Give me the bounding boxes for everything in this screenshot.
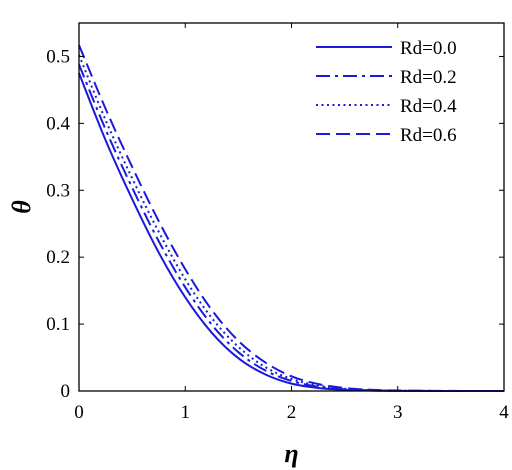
y-tick-label: 0.3 — [46, 180, 70, 201]
legend-label-4: Rd=0.6 — [400, 125, 457, 146]
legend-label-1: Rd=0.0 — [400, 38, 457, 59]
x-tick-label: 0 — [74, 402, 84, 423]
series-line-4 — [78, 44, 505, 392]
x-tick-label: 4 — [499, 402, 509, 423]
x-axis-ticks: 0 1 2 3 4 — [74, 23, 509, 423]
x-tick-label: 3 — [393, 402, 403, 423]
y-tick-label: 0.4 — [46, 113, 70, 134]
y-axis-title: θ — [7, 200, 36, 214]
legend-label-2: Rd=0.2 — [400, 67, 457, 88]
y-axis-ticks: 0 0.1 0.2 0.3 0.4 0.5 — [46, 46, 504, 402]
x-tick-label: 2 — [287, 402, 297, 423]
y-tick-label: 0.5 — [46, 46, 70, 67]
y-tick-label: 0 — [61, 381, 71, 402]
x-tick-label: 1 — [181, 402, 191, 423]
legend: Rd=0.0 Rd=0.2 Rd=0.4 Rd=0.6 — [316, 38, 457, 146]
y-tick-label: 0.1 — [46, 314, 70, 335]
legend-label-3: Rd=0.4 — [400, 96, 457, 117]
y-tick-label: 0.2 — [46, 247, 70, 268]
x-axis-title: η — [284, 439, 298, 468]
series-line-1 — [78, 72, 505, 393]
